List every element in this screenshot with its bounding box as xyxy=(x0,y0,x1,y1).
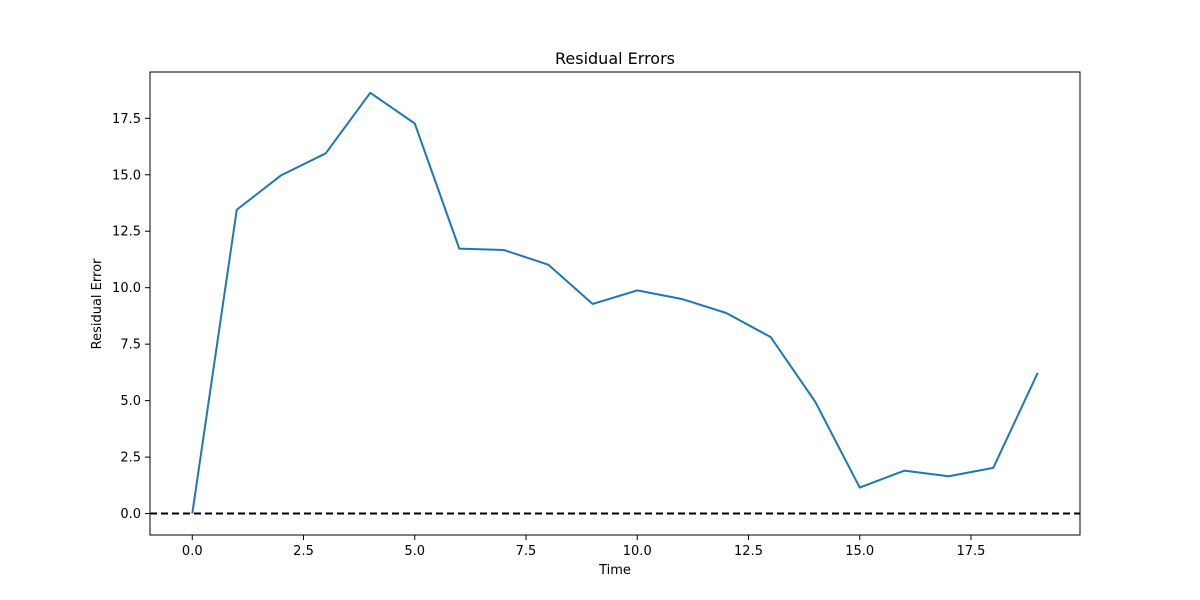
y-tick-label: 7.5 xyxy=(120,338,141,353)
x-tick-label: 7.5 xyxy=(516,544,537,559)
plot-area: 0.0 2.5 5.0 7.5 10.0 12.5 15.0 17.5 0.0 2.5 5.0 7.5… xyxy=(112,71,1081,559)
y-tick-label: 0.0 xyxy=(120,507,141,522)
y-tick-label: 12.5 xyxy=(112,225,141,240)
x-tick-label: 12.5 xyxy=(734,544,763,559)
x-tick-label: 5.0 xyxy=(404,544,425,559)
y-tick-label: 17.5 xyxy=(112,112,141,127)
y-tick-label: 5.0 xyxy=(120,394,141,409)
chart-title: Residual Errors xyxy=(555,49,675,68)
x-tick-label: 2.5 xyxy=(293,544,314,559)
x-tick-label: 15.0 xyxy=(845,544,874,559)
x-tick-label: 10.0 xyxy=(623,544,652,559)
x-axis-label: Time xyxy=(598,563,631,578)
y-tick-label: 15.0 xyxy=(112,168,141,183)
x-tick-label: 0.0 xyxy=(182,544,203,559)
y-tick-label: 2.5 xyxy=(120,451,141,466)
plot-frame xyxy=(149,71,1081,536)
y-axis-label: Residual Error xyxy=(90,258,105,349)
y-tick-label: 10.0 xyxy=(112,281,141,296)
series-line xyxy=(191,91,1039,514)
x-tick-label: 17.5 xyxy=(957,544,986,559)
